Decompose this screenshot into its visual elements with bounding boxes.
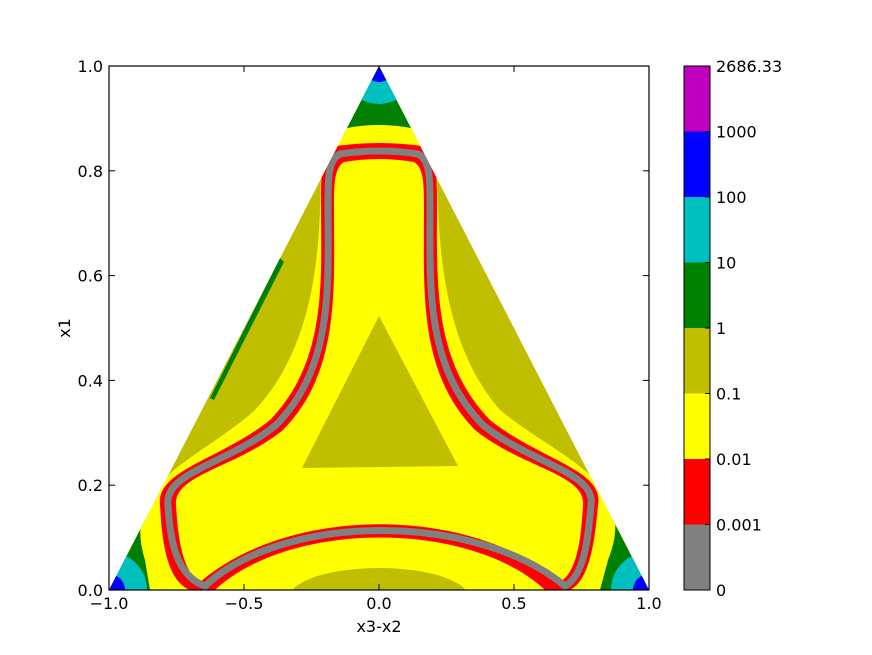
contour-fill — [109, 66, 649, 590]
y-axis: 0.0 0.2 0.4 0.6 0.8 1.0 — [78, 57, 649, 600]
colorbar-tick-label: 100 — [716, 188, 747, 207]
y-tick-label: 0.2 — [78, 476, 103, 495]
corner-right-level-100-1000 — [633, 574, 649, 590]
y-tick-label: 0.4 — [78, 371, 103, 390]
colorbar-tick-label: 0.001 — [716, 516, 762, 535]
y-tick-label: 0.6 — [78, 267, 103, 286]
colorbar-segment — [684, 393, 710, 459]
corner-right-level-10-100 — [611, 552, 649, 590]
colorbar-segment — [684, 328, 710, 394]
colorbar-tick-label: 2686.33 — [716, 57, 782, 76]
colorbar-segment — [684, 131, 710, 197]
colorbar-segment — [684, 197, 710, 263]
colorbar-segment — [684, 459, 710, 525]
x-tick-label: −0.5 — [225, 594, 264, 613]
colorbar-segment — [684, 524, 710, 590]
contour-bottom-level-0.1-1 — [289, 568, 469, 590]
y-tick-label: 1.0 — [78, 57, 103, 76]
colorbar: 0 0.001 0.01 0.1 1 10 100 1000 2686.33 — [683, 57, 782, 600]
y-tick-label: 0.0 — [78, 581, 103, 600]
left-edge-level-1-10 — [210, 258, 284, 400]
x-axis-label: x3-x2 — [356, 617, 401, 636]
corner-left-level-10-100 — [109, 552, 147, 590]
x-axis: −1.0 −0.5 0.0 0.5 1.0 — [90, 66, 662, 613]
contour-level-0-0.001 — [164, 147, 595, 590]
colorbar-tick-label: 10 — [716, 254, 736, 273]
colorbar-tick-label: 0 — [716, 581, 726, 600]
y-axis-label: x1 — [55, 318, 74, 338]
x-tick-label: 0.5 — [501, 594, 526, 613]
colorbar-segment — [684, 66, 710, 132]
x-tick-label: −1.0 — [90, 594, 129, 613]
x-tick-label: 1.0 — [636, 594, 661, 613]
colorbar-tick-label: 1 — [716, 319, 726, 338]
contour-center-level-0.1-1 — [302, 316, 458, 468]
corner-left-level-100-1000 — [109, 574, 125, 590]
colorbar-tick-label: 0.1 — [716, 385, 741, 404]
colorbar-tick-label: 1000 — [716, 123, 757, 142]
colorbar-tick-label: 0.01 — [716, 450, 752, 469]
x-tick-label: 0.0 — [366, 594, 391, 613]
y-tick-label: 0.8 — [78, 162, 103, 181]
colorbar-segment — [684, 262, 710, 328]
